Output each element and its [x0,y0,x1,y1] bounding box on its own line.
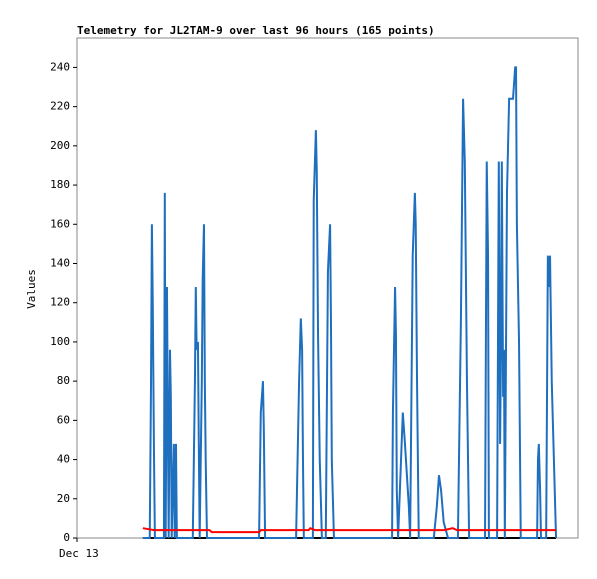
data-line [142,66,558,539]
y-tick-label: 60 [57,413,70,426]
y-tick-label: 160 [50,217,70,230]
y-tick-label: 140 [50,256,70,269]
y-tick-label: 20 [57,492,70,505]
y-tick-label: 0 [63,531,70,544]
y-tick-label: 200 [50,139,70,152]
y-tick-label: 80 [57,374,70,387]
y-tick-label: 220 [50,100,70,113]
chart-title: Telemetry for JL2TAM-9 over last 96 hour… [77,24,435,37]
x-tick-label: Dec 13 [59,547,99,560]
y-tick-label: 120 [50,296,70,309]
data-line [142,527,557,534]
y-tick-label: 240 [50,60,70,73]
y-tick-label: 40 [57,453,70,466]
y-tick-label: 100 [50,335,70,348]
y-axis-label: Values [25,269,38,309]
y-tick-label: 180 [50,178,70,191]
